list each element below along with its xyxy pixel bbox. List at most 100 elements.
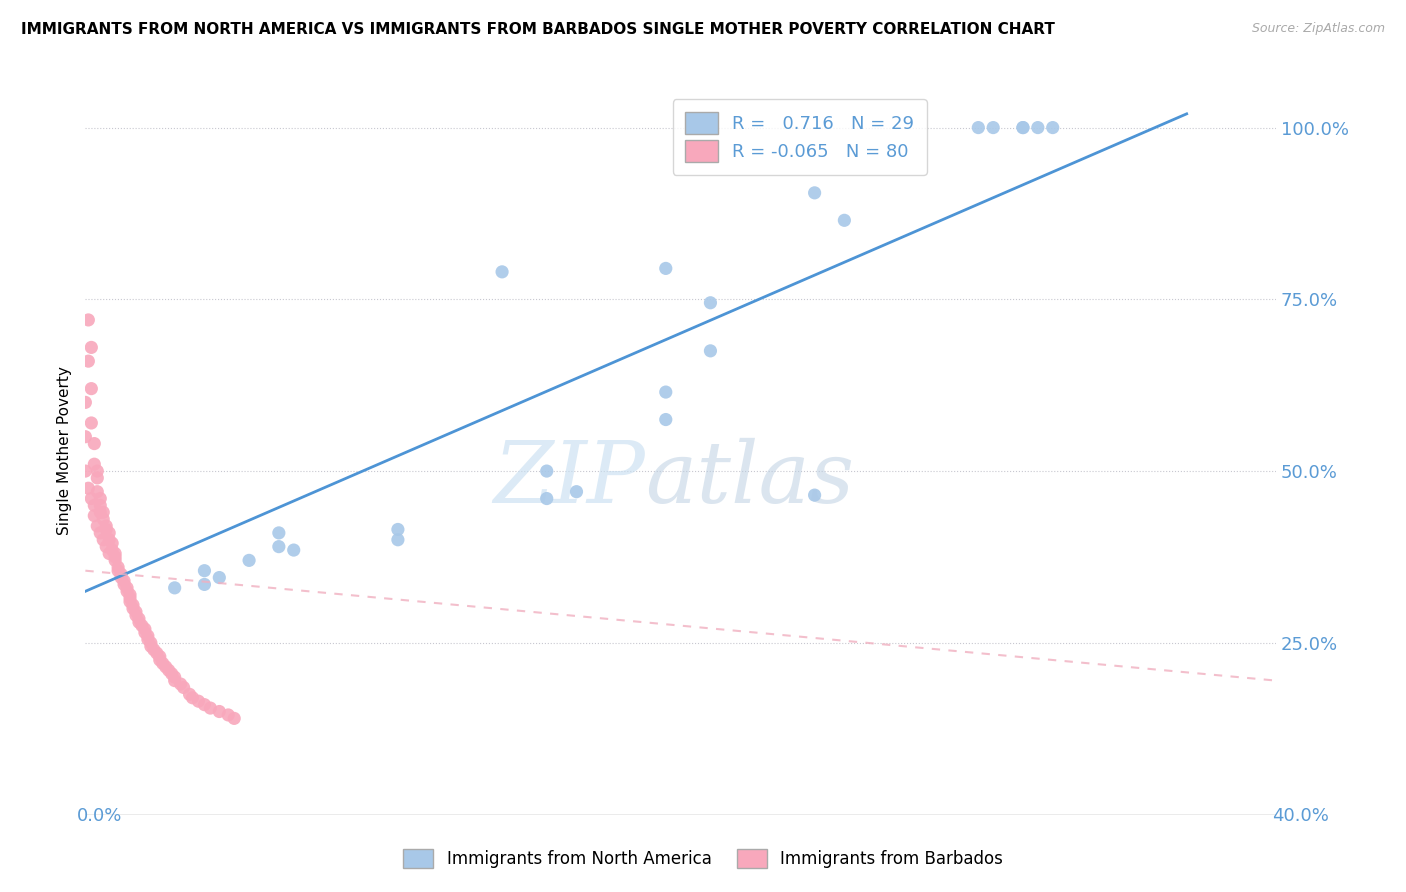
Point	[387, 523, 409, 537]
Point	[155, 660, 177, 674]
Point	[80, 340, 103, 354]
Point	[98, 533, 121, 547]
Point	[101, 543, 124, 558]
Point	[655, 385, 678, 400]
Point	[173, 681, 195, 695]
Point	[104, 549, 127, 564]
Point	[655, 412, 678, 426]
Point	[149, 653, 172, 667]
Point	[193, 564, 215, 578]
Point	[86, 519, 108, 533]
Point	[118, 588, 141, 602]
Point	[104, 547, 127, 561]
Point	[91, 505, 114, 519]
Point	[179, 687, 201, 701]
Point	[115, 584, 138, 599]
Point	[193, 698, 215, 712]
Point	[96, 519, 118, 533]
Point	[83, 508, 105, 523]
Point	[981, 120, 1004, 135]
Point	[536, 491, 558, 506]
Point	[89, 499, 111, 513]
Text: 0.0%: 0.0%	[77, 807, 122, 825]
Y-axis label: Single Mother Poverty: Single Mother Poverty	[58, 366, 72, 535]
Point	[157, 663, 180, 677]
Point	[1012, 120, 1035, 135]
Point	[83, 499, 105, 513]
Point	[110, 570, 132, 584]
Point	[86, 484, 108, 499]
Legend: Immigrants from North America, Immigrants from Barbados: Immigrants from North America, Immigrant…	[396, 843, 1010, 875]
Point	[115, 581, 138, 595]
Point	[169, 677, 191, 691]
Point	[80, 416, 103, 430]
Point	[181, 690, 204, 705]
Point	[387, 533, 409, 547]
Point	[80, 491, 103, 506]
Point	[267, 525, 290, 540]
Point	[101, 536, 124, 550]
Point	[112, 577, 135, 591]
Point	[83, 436, 105, 450]
Text: ZIP: ZIP	[494, 438, 645, 521]
Point	[75, 395, 97, 409]
Point	[699, 295, 721, 310]
Point	[118, 594, 141, 608]
Point	[163, 581, 186, 595]
Point	[139, 636, 162, 650]
Point	[98, 525, 121, 540]
Point	[1012, 120, 1035, 135]
Point	[86, 464, 108, 478]
Point	[152, 657, 174, 671]
Point	[107, 560, 129, 574]
Point	[128, 612, 150, 626]
Point	[89, 525, 111, 540]
Text: IMMIGRANTS FROM NORTH AMERICA VS IMMIGRANTS FROM BARBADOS SINGLE MOTHER POVERTY : IMMIGRANTS FROM NORTH AMERICA VS IMMIGRA…	[21, 22, 1054, 37]
Point	[125, 608, 148, 623]
Point	[118, 591, 141, 606]
Point	[77, 481, 100, 495]
Text: Source: ZipAtlas.com: Source: ZipAtlas.com	[1251, 22, 1385, 36]
Point	[139, 639, 162, 653]
Point	[122, 601, 145, 615]
Point	[224, 711, 246, 725]
Point	[131, 618, 153, 632]
Point	[491, 265, 513, 279]
Point	[803, 186, 825, 200]
Point	[91, 512, 114, 526]
Point	[75, 430, 97, 444]
Point	[110, 567, 132, 582]
Point	[803, 488, 825, 502]
Point	[134, 625, 156, 640]
Point	[83, 457, 105, 471]
Point	[217, 708, 239, 723]
Point	[128, 615, 150, 630]
Point	[96, 540, 118, 554]
Point	[134, 622, 156, 636]
Point	[136, 632, 159, 647]
Point	[834, 213, 856, 227]
Point	[142, 642, 165, 657]
Point	[136, 629, 159, 643]
Point	[967, 120, 990, 135]
Point	[1026, 120, 1049, 135]
Point	[160, 666, 183, 681]
Point	[80, 382, 103, 396]
Point	[565, 484, 588, 499]
Point	[77, 354, 100, 368]
Point	[77, 313, 100, 327]
Legend: R =   0.716   N = 29, R = -0.065   N = 80: R = 0.716 N = 29, R = -0.065 N = 80	[672, 99, 927, 175]
Point	[208, 570, 231, 584]
Text: atlas: atlas	[645, 438, 853, 521]
Point	[208, 705, 231, 719]
Point	[96, 523, 118, 537]
Point	[107, 564, 129, 578]
Point	[86, 471, 108, 485]
Point	[193, 577, 215, 591]
Point	[1042, 120, 1064, 135]
Point	[89, 491, 111, 506]
Point	[112, 574, 135, 588]
Point	[98, 547, 121, 561]
Point	[104, 553, 127, 567]
Point	[200, 701, 222, 715]
